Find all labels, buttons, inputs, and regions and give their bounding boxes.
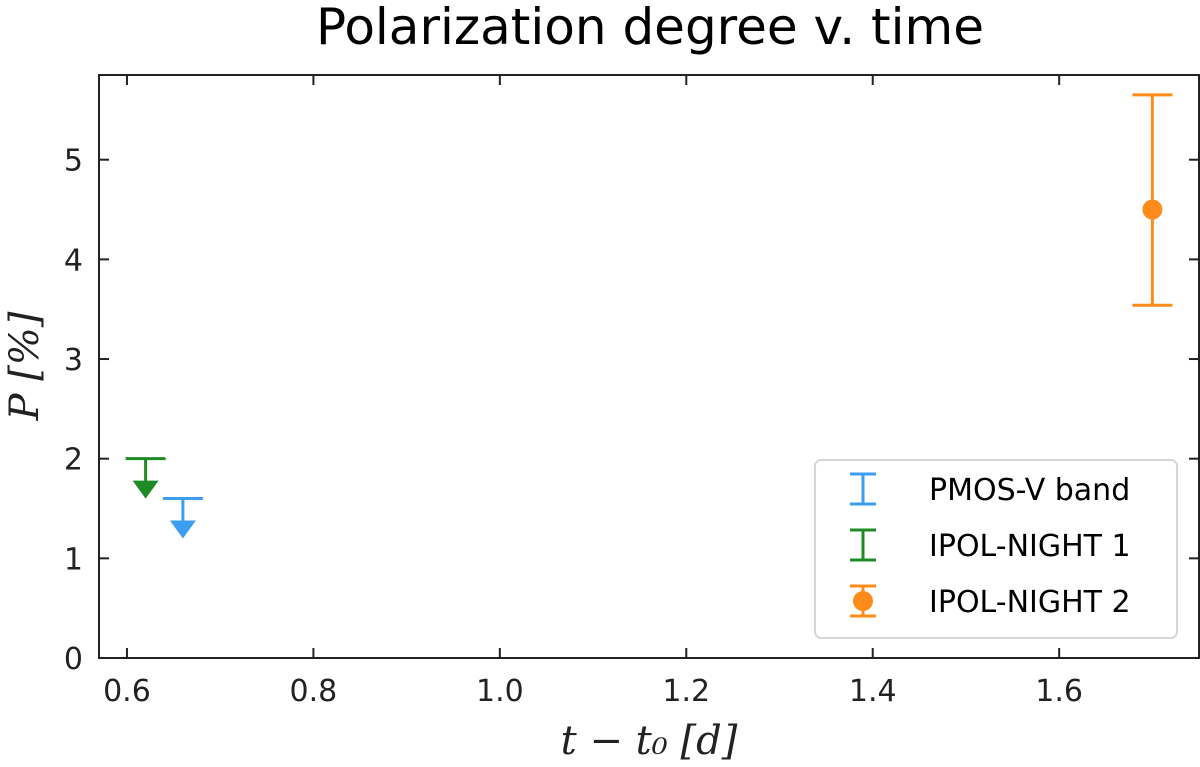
y-tick-label: 0 — [64, 642, 83, 677]
y-axis-label: P [%] — [2, 311, 48, 421]
y-tick-label: 2 — [64, 443, 83, 478]
y-tick-label: 1 — [64, 542, 83, 577]
legend-box — [814, 459, 1178, 639]
upper-limit-arrow — [132, 480, 159, 499]
y-tick-label: 3 — [64, 343, 83, 378]
x-tick-label: 1.0 — [476, 674, 524, 709]
legend-label: IPOL-NIGHT 1 — [929, 529, 1131, 564]
x-axis-label: t − t₀ [d] — [561, 718, 738, 764]
y-tick-label: 5 — [64, 144, 83, 179]
x-tick-label: 0.6 — [103, 674, 151, 709]
legend-marker — [853, 591, 873, 611]
y-tick-label: 4 — [64, 243, 83, 278]
axis-ticks: 0.6 0.8 1.0 1.2 1.4 1.6 0 1 2 3 4 5 — [64, 75, 1199, 709]
plot-area — [125, 93, 1173, 539]
data-point — [1142, 199, 1163, 220]
plot-frame — [98, 74, 1200, 659]
legend: PMOS-V band IPOL-NIGHT 1 IPOL-NIGHT 2 — [814, 459, 1178, 639]
x-tick-label: 0.8 — [290, 674, 338, 709]
legend-label: PMOS-V band — [929, 473, 1130, 508]
x-tick-label: 1.2 — [662, 674, 710, 709]
x-tick-label: 1.4 — [849, 674, 897, 709]
upper-limit-arrow — [169, 520, 196, 539]
x-tick-label: 1.6 — [1035, 674, 1083, 709]
legend-label: IPOL-NIGHT 2 — [929, 585, 1131, 620]
chart-title: Polarization degree v. time — [316, 0, 984, 56]
